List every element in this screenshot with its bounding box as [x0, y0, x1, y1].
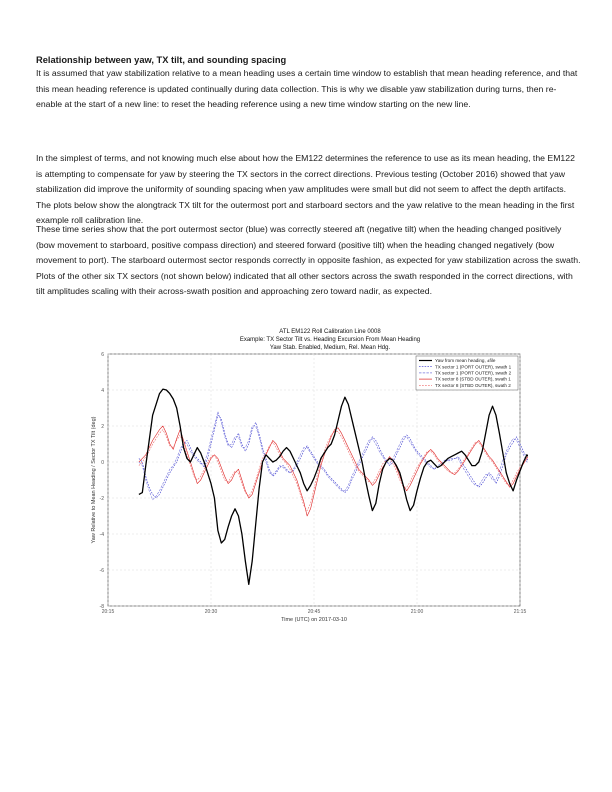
- series-line-1: [138, 388, 528, 586]
- y-tick-labels: 6 4 2 0 -2 -4 -6 -8: [100, 352, 105, 610]
- series-line-5: [138, 429, 528, 511]
- section-heading: Relationship between yaw, TX tilt, and s…: [36, 55, 287, 65]
- y-tick-label: -6: [100, 568, 105, 574]
- y-tick-label: -8: [100, 604, 105, 610]
- chart-title: ATL EM122 Roll Calibration Line 0008: [279, 329, 381, 335]
- legend-entry: TX sector 1 (PORT OUTER), swath 2: [435, 371, 512, 376]
- legend-entry: TX sector 1 (PORT OUTER), swath 1: [435, 364, 512, 369]
- x-tick-labels: 20:15 20:30 20:45 21:00 21:15: [102, 609, 527, 615]
- chart-svg: ATL EM122 Roll Calibration Line 0008 Exa…: [84, 324, 528, 624]
- grid-lines: [107, 353, 521, 607]
- legend-entry: Yaw from mean heading, ±file: [435, 358, 496, 363]
- y-tick-label: 4: [101, 388, 104, 394]
- x-tick-label: 20:30: [205, 609, 218, 615]
- y-axis-label: Yaw Relative to Mean Heading / Sector TX…: [91, 416, 97, 543]
- x-axis-label: Time (UTC) on 2017-03-10: [281, 617, 347, 623]
- y-tick-label: 6: [101, 352, 104, 358]
- x-tick-label: 20:45: [308, 609, 321, 615]
- x-tick-label: 21:00: [411, 609, 424, 615]
- legend-entry: TX sector 8 (STBD OUTER), swath 2: [435, 383, 511, 388]
- y-tick-label: -4: [100, 532, 105, 538]
- paragraph-3: These time series show that the port out…: [36, 224, 581, 297]
- chart-subtitle-2: Yaw Stab. Enabled, Medium, Rel. Mean Hdg…: [270, 345, 391, 351]
- paragraph-1: It is assumed that yaw stabilization rel…: [36, 68, 578, 110]
- paragraph-2: In the simplest of terms, and not knowin…: [36, 153, 575, 226]
- x-tick-label: 21:15: [514, 609, 527, 615]
- y-tick-label: 0: [101, 460, 104, 466]
- y-tick-label: 2: [101, 424, 104, 430]
- legend-entry: TX sector 8 (STBD OUTER), swath 1: [435, 377, 511, 382]
- series-lines: [138, 388, 528, 586]
- x-tick-label: 20:15: [102, 609, 115, 615]
- y-tick-label: -2: [100, 496, 105, 502]
- legend-box: [415, 355, 519, 391]
- chart-subtitle: Example: TX Sector Tilt vs. Heading Excu…: [240, 337, 420, 343]
- figure-chart: ATL EM122 Roll Calibration Line 0008 Exa…: [84, 324, 528, 624]
- series-line-2: [138, 414, 528, 499]
